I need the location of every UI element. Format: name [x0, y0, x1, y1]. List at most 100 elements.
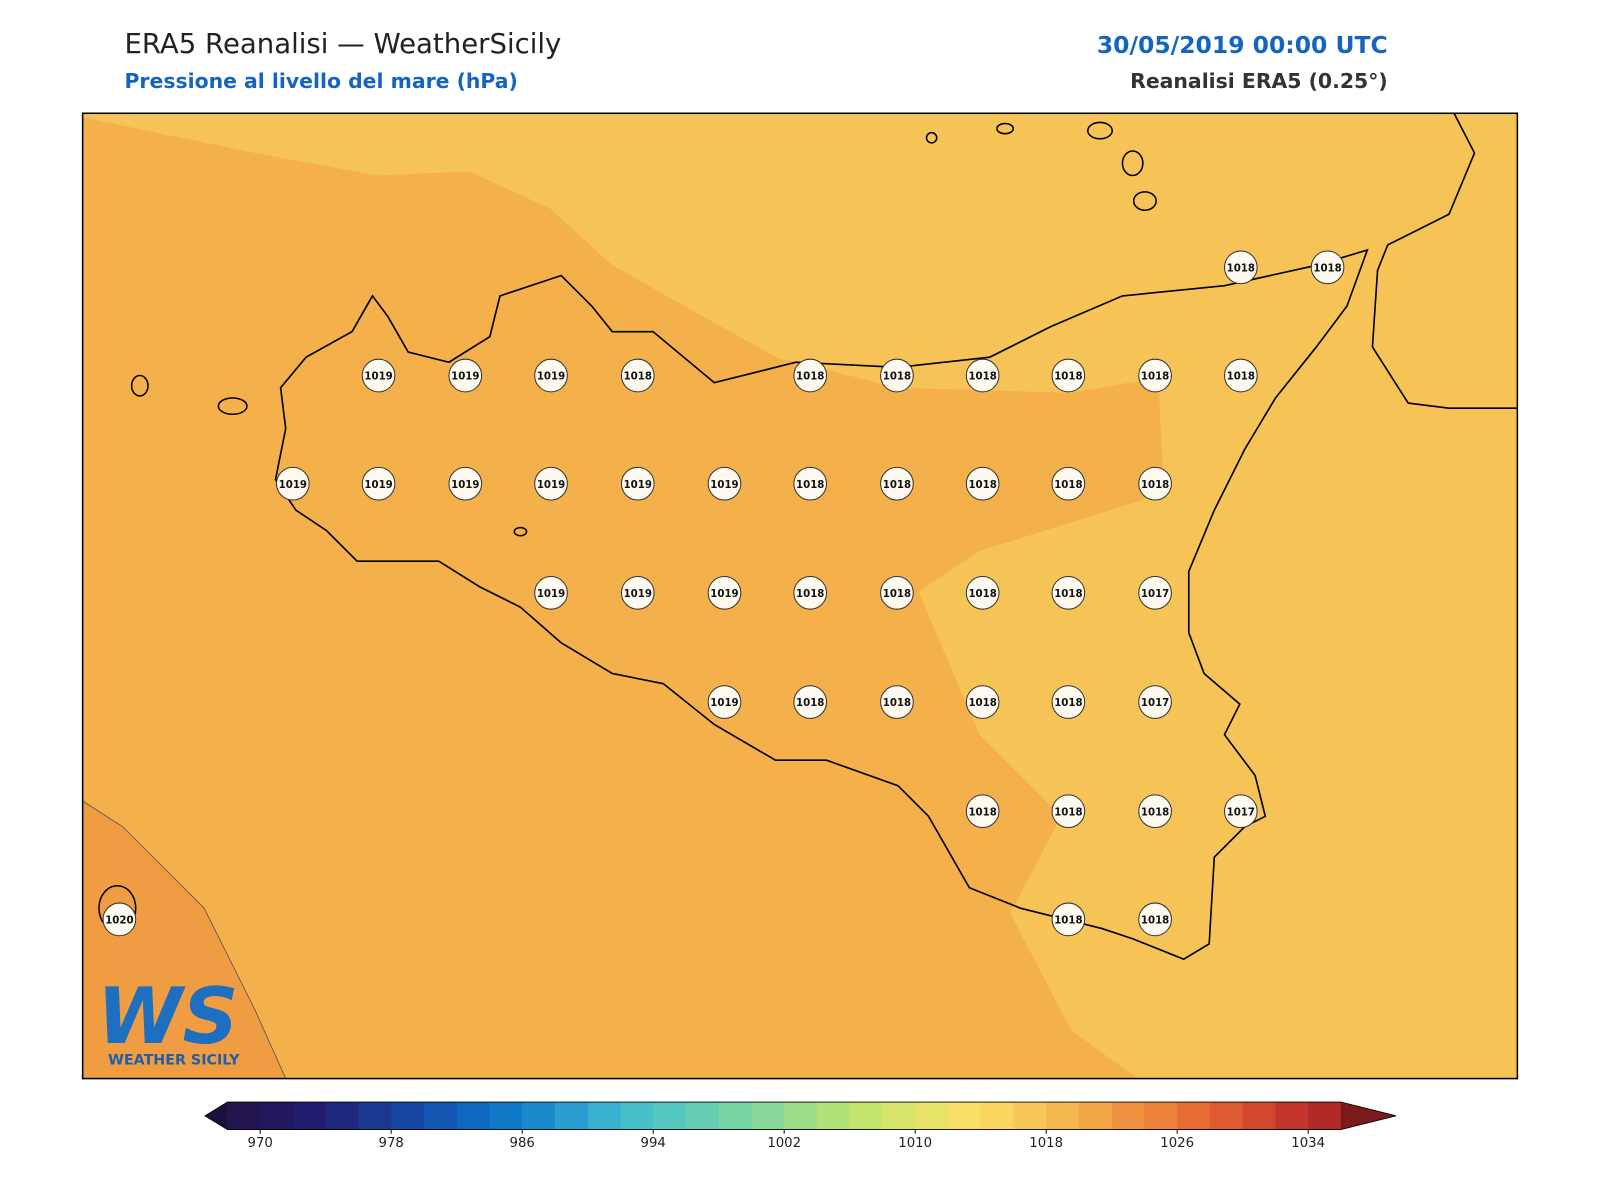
colorbar-tick-label: 1026 — [1160, 1136, 1194, 1151]
station-value: 1019 — [364, 480, 392, 491]
station-value: 1018 — [883, 372, 911, 383]
station-value: 1018 — [1141, 372, 1169, 383]
station-value: 1018 — [796, 698, 824, 709]
station-marker — [1138, 576, 1172, 610]
station-value: 1018 — [883, 589, 911, 600]
colorbar-bin — [718, 1102, 752, 1130]
station-marker — [1051, 466, 1086, 501]
calabria-coast — [1371, 112, 1518, 409]
station-value: 1019 — [710, 589, 738, 600]
colorbar-bin — [391, 1102, 425, 1130]
islands — [98, 121, 1157, 932]
station-value: 1018 — [1227, 263, 1255, 274]
station-value: 1019 — [710, 698, 738, 709]
station-value: 1019 — [624, 480, 652, 491]
station-value: 1019 — [537, 589, 565, 600]
station-value: 1018 — [796, 589, 824, 600]
station-value: 1018 — [883, 698, 911, 709]
station-marker — [880, 685, 914, 719]
station-marker — [534, 358, 568, 393]
sicily-coast — [274, 248, 1369, 961]
station-value: 1018 — [968, 698, 996, 709]
station-marker — [1138, 685, 1172, 719]
colorbar-bin — [587, 1102, 621, 1130]
station-value: 1018 — [1054, 589, 1082, 600]
station-marker — [965, 794, 1000, 829]
station-marker — [534, 466, 568, 501]
station-value: 1017 — [1141, 698, 1169, 709]
station-marker — [102, 902, 137, 937]
station-value: 1018 — [796, 480, 824, 491]
station-value: 1018 — [968, 372, 996, 383]
station-marker — [620, 466, 655, 501]
station-value: 1017 — [1227, 807, 1255, 818]
station-value: 1018 — [968, 807, 996, 818]
colorbar-bin — [1177, 1102, 1211, 1130]
source: Reanalisi ERA5 (0.25°) — [1130, 69, 1388, 93]
station-marker — [965, 685, 1000, 719]
colorbar-bin — [1242, 1102, 1276, 1130]
colorbar-bin — [292, 1102, 327, 1130]
station-marker — [276, 466, 310, 501]
station-marker — [793, 576, 828, 610]
station-marker — [1051, 794, 1086, 829]
station-marker — [361, 466, 396, 501]
station-marker — [707, 466, 742, 501]
station-value: 1019 — [710, 480, 738, 491]
colorbar-bin — [784, 1102, 818, 1130]
colorbar: 970 978 986 994 1002 1010 1018 1026 1034 — [204, 1101, 1397, 1151]
colorbar-bin — [1275, 1102, 1309, 1130]
station-marker — [620, 358, 655, 393]
colorbar-bin — [915, 1102, 949, 1130]
stations: 1018 1018 1019 1019 1019 1018 1018 1018 1018 1018… — [102, 250, 1345, 937]
station-marker — [361, 358, 396, 393]
colorbar-over — [1340, 1102, 1397, 1130]
colorbar-bin — [685, 1102, 720, 1130]
colorbar-bin — [1046, 1102, 1080, 1130]
station-value: 1019 — [279, 480, 307, 491]
station-value: 1020 — [105, 915, 133, 926]
station-value: 1018 — [968, 480, 996, 491]
station-marker — [793, 466, 828, 501]
colorbar-bin — [489, 1102, 523, 1130]
station-marker — [1051, 358, 1086, 393]
station-marker — [880, 466, 914, 501]
station-value: 1019 — [451, 480, 479, 491]
station-marker — [880, 358, 914, 393]
station-value: 1018 — [1054, 915, 1082, 926]
station-marker — [1138, 902, 1172, 937]
colorbar-bin — [260, 1102, 294, 1130]
colorbar-bin — [227, 1102, 261, 1130]
station-value: 1018 — [968, 589, 996, 600]
station-marker — [965, 466, 1000, 501]
station-value: 1018 — [1141, 915, 1169, 926]
station-value: 1019 — [364, 372, 392, 383]
station-marker — [793, 685, 828, 719]
station-marker — [1051, 576, 1086, 610]
colorbar-bin — [554, 1102, 589, 1130]
colorbar-bin — [1308, 1102, 1342, 1130]
logo-caption: WEATHER SICILY — [108, 1052, 240, 1068]
station-value: 1018 — [1054, 807, 1082, 818]
station-marker — [1223, 250, 1258, 285]
colorbar-bin — [751, 1102, 785, 1130]
colorbar-under — [205, 1102, 228, 1130]
colorbar-bin — [980, 1102, 1014, 1130]
station-marker — [1138, 466, 1172, 501]
station-marker — [448, 358, 483, 393]
station-value: 1018 — [1313, 263, 1341, 274]
colorbar-tick-label: 970 — [248, 1136, 273, 1151]
station-value: 1019 — [624, 589, 652, 600]
colorbar-bin — [1013, 1102, 1047, 1130]
station-marker — [965, 358, 1000, 393]
colorbar-tick-label: 994 — [641, 1136, 666, 1151]
station-marker — [1310, 250, 1345, 285]
colorbar-bin — [653, 1102, 687, 1130]
colorbar-bin — [1078, 1102, 1113, 1130]
subtitle: Pressione al livello del mare (hPa) — [124, 69, 517, 93]
colorbar-tick-label: 1002 — [767, 1136, 801, 1151]
colorbar-bin — [947, 1102, 982, 1130]
colorbar-bin — [882, 1102, 916, 1130]
